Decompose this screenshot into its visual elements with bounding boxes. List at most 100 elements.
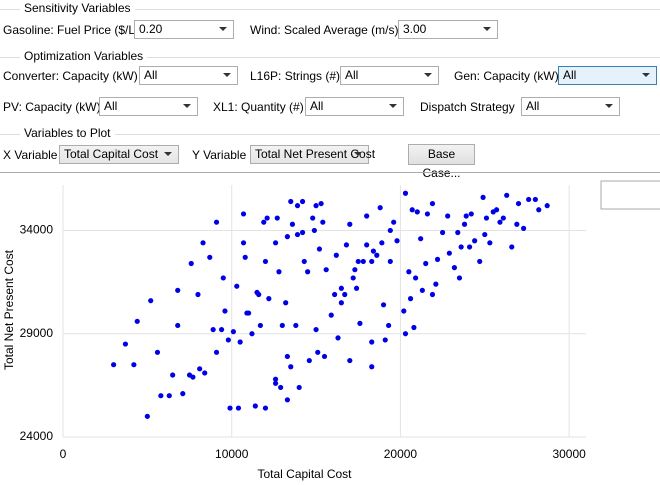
point	[261, 219, 267, 225]
point	[509, 244, 515, 250]
x-axis-title: Total Capital Cost	[257, 467, 352, 481]
point	[429, 200, 436, 207]
point	[305, 269, 311, 275]
dropdown[interactable]: All	[305, 97, 404, 116]
point	[409, 207, 415, 213]
point	[526, 196, 532, 203]
point	[328, 312, 334, 318]
dropdown[interactable]: All	[139, 66, 238, 85]
side-box	[600, 180, 660, 210]
point	[355, 258, 361, 265]
point	[446, 250, 452, 256]
point	[433, 281, 439, 287]
point	[369, 339, 375, 345]
button[interactable]: Base Case...	[408, 144, 475, 180]
point	[235, 405, 242, 411]
point	[338, 300, 344, 306]
point	[515, 200, 522, 207]
point	[272, 376, 279, 382]
point	[227, 405, 233, 411]
point	[504, 192, 510, 198]
point	[257, 322, 263, 329]
point	[424, 211, 431, 217]
field-label: X Variable	[3, 148, 58, 162]
point	[423, 260, 429, 267]
point	[175, 287, 181, 293]
point	[463, 213, 469, 219]
point	[360, 258, 366, 265]
point	[382, 337, 388, 343]
point	[262, 405, 269, 411]
point	[461, 221, 468, 227]
y-tick-label: 34000	[20, 223, 54, 237]
point	[407, 296, 414, 302]
point	[218, 326, 225, 333]
point	[313, 203, 319, 209]
group-header: Sensitivity Variables	[0, 1, 660, 15]
point	[276, 269, 282, 275]
field-label: L16P: Strings (#)	[250, 69, 341, 83]
point	[284, 234, 290, 240]
point	[418, 236, 424, 242]
point	[240, 211, 247, 217]
point	[369, 258, 375, 265]
field-label: PV: Capacity (kW)	[3, 100, 101, 114]
point	[335, 335, 341, 341]
point	[394, 238, 400, 244]
dropdown[interactable]: All	[99, 97, 198, 116]
point	[520, 225, 527, 231]
dropdown[interactable]: All	[521, 97, 620, 116]
point	[477, 258, 483, 265]
x-tick-label: 10000	[215, 447, 249, 461]
point	[364, 242, 370, 248]
chart: Total Capital Cost Total Net Present Cos…	[2, 180, 660, 481]
point	[536, 207, 542, 213]
point	[134, 318, 140, 324]
point	[299, 229, 306, 236]
point	[316, 246, 323, 252]
dropdown[interactable]: 3.00	[398, 20, 498, 39]
dropdown[interactable]: All	[340, 66, 439, 85]
field-label: XL1: Quantity (#)	[213, 100, 304, 114]
point	[195, 291, 201, 298]
point	[487, 240, 493, 246]
point	[321, 353, 328, 360]
point	[264, 215, 270, 221]
dropdown[interactable]: Total Net Present Cost	[250, 145, 375, 164]
point	[401, 308, 407, 314]
point	[482, 231, 488, 238]
point	[310, 215, 316, 221]
point	[483, 215, 490, 221]
point	[414, 209, 420, 215]
point	[200, 240, 206, 246]
point	[222, 308, 228, 314]
point	[148, 298, 154, 304]
point	[272, 380, 279, 386]
point	[131, 362, 137, 368]
point	[458, 244, 464, 250]
point	[289, 221, 296, 227]
point	[391, 219, 397, 225]
dropdown[interactable]: Total Capital Cost	[59, 145, 179, 164]
dropdown[interactable]: All	[558, 66, 657, 85]
y-tick-label: 24000	[20, 429, 54, 443]
point	[429, 291, 436, 298]
dropdown[interactable]: 0.20	[134, 20, 234, 39]
point	[497, 219, 503, 225]
point	[188, 260, 194, 267]
point	[406, 269, 412, 275]
point	[213, 219, 220, 225]
y-axis-title: Total Net Present Cost	[2, 249, 16, 370]
field-label: Converter: Capacity (kW)	[3, 69, 138, 83]
point	[315, 349, 321, 355]
point	[294, 231, 301, 238]
point	[170, 372, 176, 378]
point	[434, 256, 441, 262]
point	[347, 357, 353, 364]
point	[197, 366, 203, 372]
point	[311, 227, 317, 234]
point	[350, 275, 356, 281]
point	[377, 205, 383, 211]
point	[262, 258, 269, 265]
point	[283, 300, 289, 306]
